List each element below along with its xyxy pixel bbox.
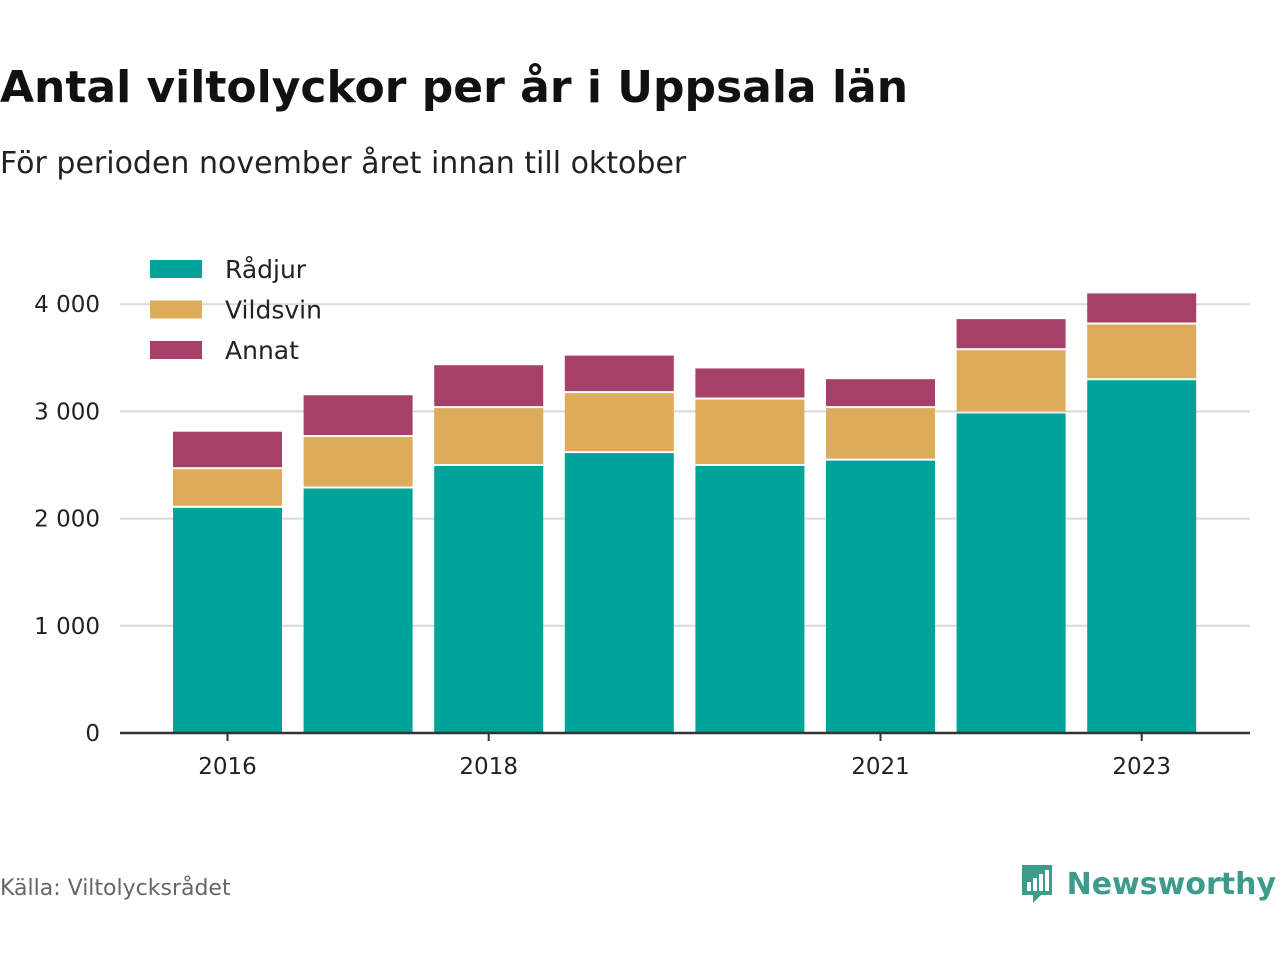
bar-segment [956, 413, 1066, 733]
y-tick-label: 0 [85, 721, 100, 747]
chart-title: Antal viltolyckor per år i Uppsala län [0, 62, 909, 113]
source-note: Källa: Viltolycksrådet [0, 876, 231, 901]
bar-segment [695, 368, 805, 398]
y-tick-label: 3 000 [34, 399, 100, 425]
bar-segment [173, 469, 282, 506]
bar-segment [695, 466, 805, 733]
bar-segment [303, 395, 413, 436]
newsworthy-logo-icon [1021, 865, 1052, 903]
bar-segment [303, 488, 413, 733]
bar-segment [173, 431, 282, 468]
bar-segment [303, 437, 413, 487]
x-tick-label: 2016 [198, 754, 257, 780]
legend-swatch [150, 341, 202, 359]
legend-swatch [150, 260, 202, 278]
bar-segment [826, 408, 935, 459]
legend-label: Vildsvin [225, 296, 322, 325]
bar-segment [1087, 324, 1197, 379]
bar-segment [434, 466, 544, 733]
bar-segment [173, 507, 282, 733]
bar-segment [695, 399, 805, 464]
chart-subtitle: För perioden november året innan till ok… [0, 146, 687, 181]
bars [173, 293, 1197, 733]
bar-segment [564, 355, 674, 392]
x-tick-label: 2018 [459, 754, 518, 780]
legend-swatch [150, 300, 202, 319]
x-tick-label: 2021 [851, 754, 910, 780]
bar-segment [956, 319, 1066, 349]
x-tick-label: 2023 [1112, 754, 1171, 780]
bar-segment [434, 408, 544, 464]
bar-segment [826, 460, 935, 733]
brand-name: Newsworthy [1066, 866, 1276, 902]
legend: Rådjur Vildsvin Annat [150, 255, 322, 365]
y-tick-label: 2 000 [34, 507, 100, 533]
bar-segment [434, 365, 544, 407]
bar-segment [1087, 380, 1197, 733]
bar-segment [956, 350, 1066, 412]
legend-label: Rådjur [225, 255, 307, 284]
brand: Newsworthy [1019, 862, 1276, 906]
axes: 0 1 000 2 000 3 000 4 000 2016 2018 2021 2023 [34, 292, 1250, 780]
bar-segment [1087, 293, 1197, 323]
bar-segment [564, 453, 674, 733]
y-tick-label: 1 000 [34, 614, 100, 640]
bar-segment [564, 393, 674, 452]
legend-label: Annat [225, 336, 299, 365]
bar-segment [826, 379, 935, 407]
y-tick-label: 4 000 [34, 292, 100, 318]
